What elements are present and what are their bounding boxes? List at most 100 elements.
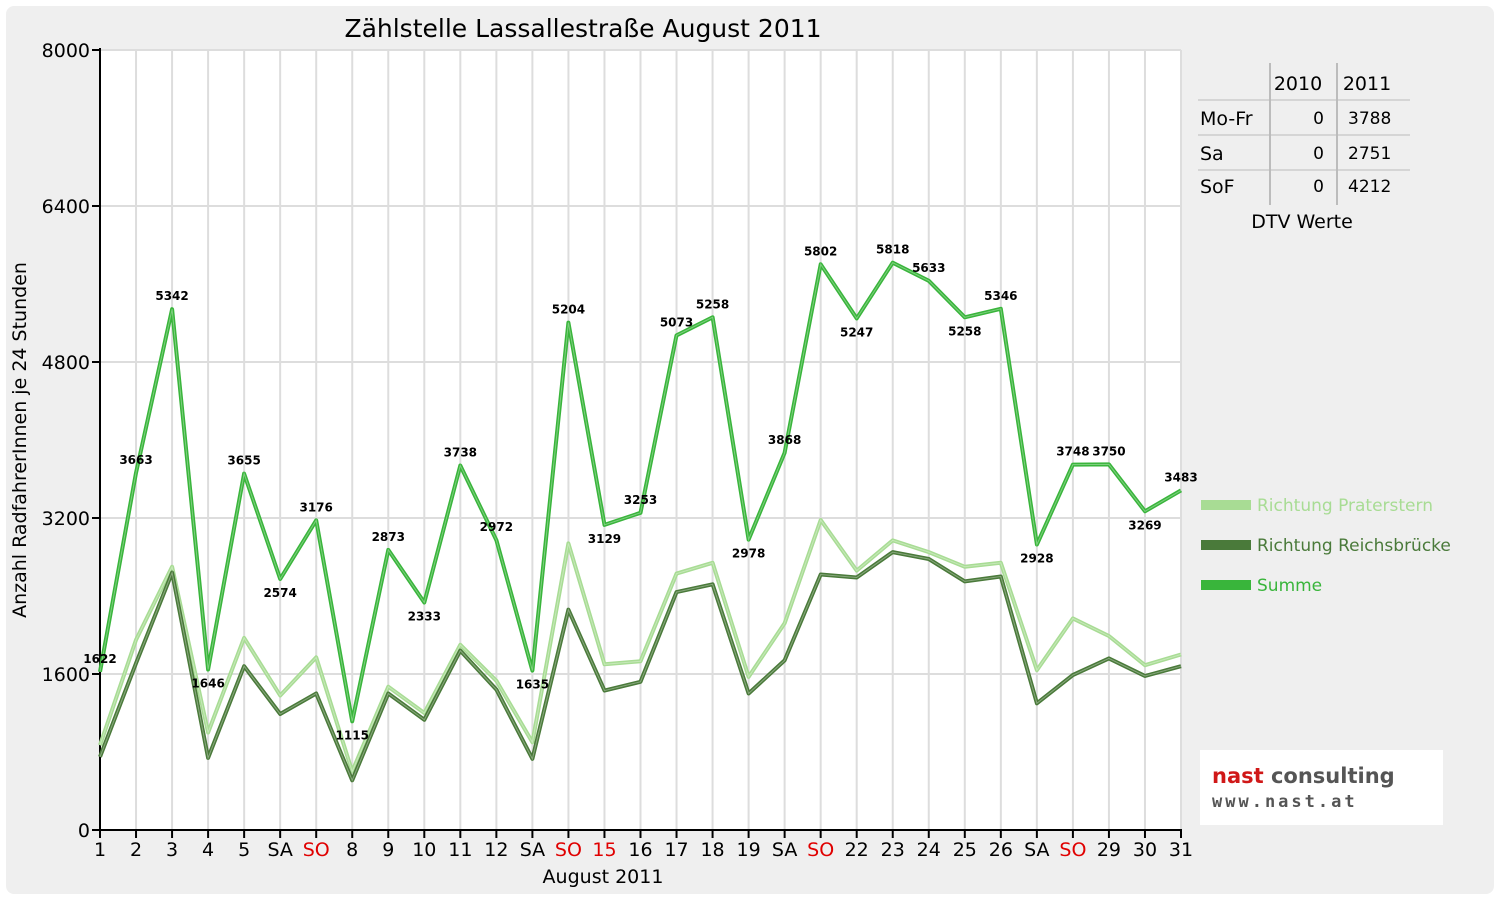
x-tick-label: 22 — [845, 839, 869, 861]
dtv-caption: DTV Werte — [1251, 211, 1353, 233]
data-label: 5204 — [552, 303, 585, 317]
series-highlight-summe — [99, 262, 1182, 722]
legend-swatch — [1201, 540, 1251, 550]
data-label: 5633 — [912, 261, 945, 275]
data-label: 5342 — [155, 289, 188, 303]
series-layer — [98, 260, 1183, 783]
x-tick-label: 2 — [130, 839, 142, 861]
data-label: 5346 — [984, 289, 1017, 303]
data-label: 1115 — [336, 728, 369, 742]
logo-word-consulting: consulting — [1270, 764, 1395, 788]
data-label: 3655 — [227, 454, 260, 468]
x-tick-label: 15 — [592, 839, 616, 861]
series-line-summe — [98, 260, 1183, 724]
data-label: 3748 — [1056, 445, 1089, 459]
y-tick-label: 8000 — [42, 40, 90, 62]
x-tick-label: 11 — [448, 839, 472, 861]
data-label: 1622 — [83, 652, 116, 666]
data-label: 5247 — [840, 325, 873, 339]
data-label: 5258 — [948, 324, 981, 338]
x-tick-label: 10 — [412, 839, 436, 861]
y-tick-label: 1600 — [42, 664, 90, 686]
data-label: 2333 — [408, 610, 441, 624]
data-label: 1646 — [191, 677, 224, 691]
data-label: 3253 — [624, 493, 657, 507]
x-tick-label: 17 — [664, 839, 688, 861]
data-label: 3176 — [299, 500, 332, 514]
gridlines — [100, 49, 1182, 830]
dtv-value-2010: 0 — [1313, 177, 1324, 197]
x-tick-labels: 1 2 3 4 5 SA SO 8 9 10 11 12 SA SO 15 16 17 18 19 SA SO 22 23 2… — [94, 839, 1193, 861]
x-tick-label: 8 — [346, 839, 358, 861]
data-label: 2574 — [263, 586, 296, 600]
series-highlight-richtung-reichsbr-cke — [99, 551, 1182, 782]
legend-swatch — [1201, 500, 1251, 510]
x-tick-label: SO — [1059, 839, 1086, 861]
data-label: 2972 — [480, 520, 513, 534]
x-tick-label: 26 — [989, 839, 1013, 861]
data-label: 1635 — [516, 678, 549, 692]
data-label: 3483 — [1164, 470, 1197, 484]
dtv-header-2010: 2010 — [1274, 73, 1322, 95]
dtv-value-2011: 4212 — [1348, 177, 1391, 197]
x-axis-label: August 2011 — [543, 866, 664, 888]
y-tick-label: 0 — [78, 820, 90, 842]
data-label: 3868 — [768, 433, 801, 447]
axes — [92, 48, 1182, 838]
x-tick-label: 29 — [1097, 839, 1121, 861]
data-label: 2978 — [732, 547, 765, 561]
x-tick-label: 18 — [700, 839, 724, 861]
legend-label: Summe — [1257, 576, 1322, 596]
data-label: 3738 — [444, 446, 477, 460]
series-line-richtung-praterstern — [98, 518, 1182, 774]
data-labels: 1622 3663 5342 1646 3655 2574 3176 1115 2873 2333… — [83, 243, 1197, 743]
y-tick-label: 3200 — [42, 508, 90, 530]
data-label: 3663 — [119, 453, 152, 467]
x-tick-label: 30 — [1133, 839, 1157, 861]
x-tick-label: 3 — [166, 839, 178, 861]
x-tick-label: 24 — [917, 839, 941, 861]
chart-title: Zählstelle Lassallestraße August 2011 — [344, 14, 821, 43]
logo-wordmark: nast consulting — [1212, 764, 1395, 788]
x-tick-label: SA — [772, 839, 797, 861]
x-tick-label: 23 — [881, 839, 905, 861]
legend-swatch — [1201, 580, 1251, 590]
y-tick-label: 6400 — [42, 196, 90, 218]
y-tick-label: 4800 — [42, 352, 90, 374]
dtv-row-label: Sa — [1200, 143, 1224, 165]
x-tick-label: SO — [807, 839, 834, 861]
logo-word-nast: nast — [1212, 764, 1264, 788]
legend: Richtung Praterstern Richtung Reichsbrück… — [1201, 496, 1451, 596]
legend-label: Richtung Praterstern — [1257, 496, 1433, 516]
data-label: 5258 — [696, 297, 729, 311]
x-tick-label: 31 — [1169, 839, 1193, 861]
x-tick-label: 19 — [737, 839, 761, 861]
data-label: 3129 — [588, 532, 621, 546]
x-tick-label: SO — [303, 839, 330, 861]
x-tick-label: 16 — [628, 839, 652, 861]
dtv-value-2010: 0 — [1313, 144, 1324, 164]
x-tick-label: SO — [555, 839, 582, 861]
x-tick-label: 5 — [238, 839, 250, 861]
data-label: 5818 — [876, 243, 909, 257]
data-label: 3750 — [1092, 444, 1125, 458]
logo-url: www.nast.at — [1212, 792, 1358, 812]
dtv-value-2011: 3788 — [1348, 109, 1391, 129]
dtv-row-label: SoF — [1200, 176, 1235, 198]
x-tick-label: 9 — [382, 839, 394, 861]
x-tick-label: 4 — [202, 839, 214, 861]
dtv-value-2010: 0 — [1313, 109, 1324, 129]
data-label: 3269 — [1128, 518, 1161, 532]
x-tick-label: SA — [267, 839, 292, 861]
series-line-richtung-reichsbr-cke — [98, 550, 1182, 783]
x-tick-label: SA — [520, 839, 545, 861]
x-tick-label: 1 — [94, 839, 106, 861]
series-highlight-richtung-praterstern — [99, 518, 1182, 773]
y-axis-label: Anzahl RadfahrerInnen je 24 Stunden — [9, 262, 31, 618]
data-label: 5073 — [660, 315, 693, 329]
data-label: 2873 — [372, 530, 405, 544]
x-tick-label: SA — [1024, 839, 1049, 861]
data-label: 5802 — [804, 244, 837, 258]
y-tick-labels: 0 1600 3200 4800 6400 8000 — [42, 40, 90, 842]
